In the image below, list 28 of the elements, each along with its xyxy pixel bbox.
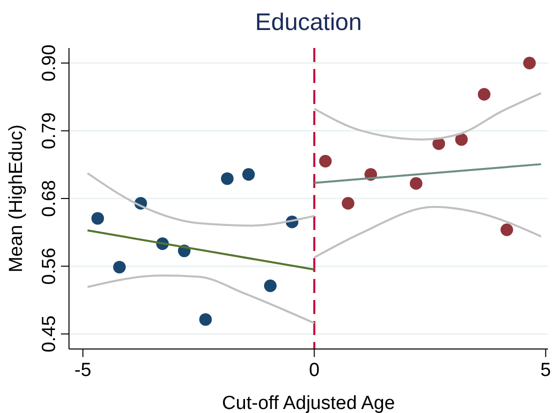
y-tick-label: 0.79 (39, 112, 60, 150)
point (432, 137, 446, 150)
y-tick-label: 0.68 (39, 180, 60, 217)
y-tick-label: 0.56 (39, 248, 60, 285)
point (410, 177, 422, 190)
y-axis-title: Mean (HighEduc) (6, 124, 27, 272)
point (342, 197, 354, 210)
x-tick-label: -5 (74, 360, 92, 381)
y-tick-label: 0.45 (39, 315, 60, 352)
line-series (313, 206, 542, 258)
point (242, 168, 255, 181)
x-axis-title: Cut-off Adjusted Age (222, 393, 395, 413)
point (264, 279, 277, 292)
chart-title: Education (255, 9, 362, 36)
point (113, 260, 126, 274)
y-tick-label: 0.90 (39, 44, 60, 82)
point (523, 56, 536, 70)
x-tick-label: 5 (540, 360, 551, 381)
point (478, 88, 490, 101)
point (455, 133, 468, 146)
x-tick-label: 0 (308, 360, 320, 381)
point (91, 212, 104, 225)
point (199, 313, 212, 326)
line-series (86, 274, 316, 324)
point (319, 154, 332, 168)
line-series (86, 172, 316, 227)
point (500, 224, 514, 236)
point (220, 172, 234, 185)
